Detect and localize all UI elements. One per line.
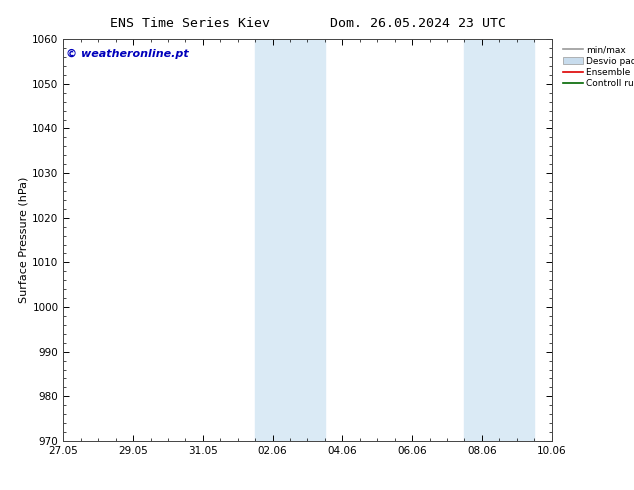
Text: Dom. 26.05.2024 23 UTC: Dom. 26.05.2024 23 UTC [330, 17, 507, 30]
Text: ENS Time Series Kiev: ENS Time Series Kiev [110, 17, 270, 30]
Bar [255, 39, 325, 441]
Y-axis label: Surface Pressure (hPa): Surface Pressure (hPa) [18, 177, 28, 303]
Bar [465, 39, 534, 441]
Text: © weatheronline.pt: © weatheronline.pt [66, 49, 188, 59]
Legend: min/max, Desvio padr tilde;o, Ensemble mean run, Controll run: min/max, Desvio padr tilde;o, Ensemble m… [561, 44, 634, 90]
